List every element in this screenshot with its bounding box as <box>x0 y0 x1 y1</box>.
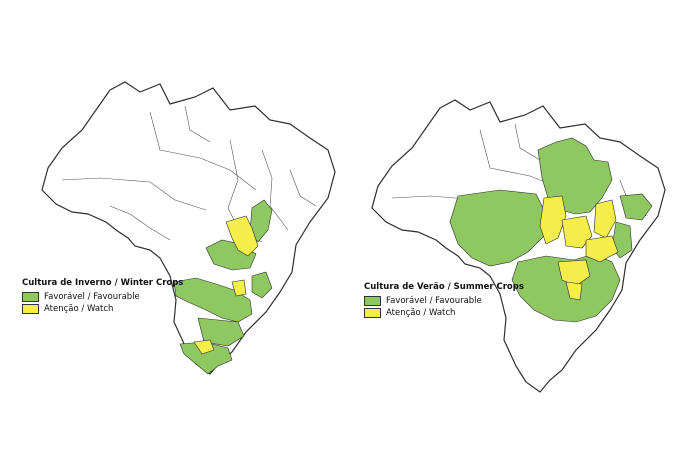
legend-item-watch: Atenção / Watch <box>22 304 183 314</box>
legend-item-favourable: Favorável / Favourable <box>364 296 524 306</box>
legend-label: Atenção / Watch <box>386 308 456 318</box>
brazil-outline <box>41 81 336 375</box>
state-border <box>289 169 317 207</box>
legend-label: Favorável / Favourable <box>44 292 140 302</box>
state-border <box>109 205 171 241</box>
favourable-region <box>197 317 245 347</box>
favourable-swatch <box>22 292 39 302</box>
favourable-region <box>179 341 233 375</box>
watch-regions <box>539 195 619 301</box>
state-border <box>184 105 211 143</box>
favourable-regions <box>173 199 273 375</box>
watch-region <box>593 199 617 239</box>
watch-region <box>565 281 583 301</box>
state-border <box>61 177 207 211</box>
legend-label: Atenção / Watch <box>44 304 114 314</box>
watch-swatch <box>364 308 381 318</box>
summer-crops-map <box>371 99 666 393</box>
watch-region <box>557 259 591 287</box>
winter-crops-legend: Cultura de Inverno / Winter Crops Favorá… <box>22 278 183 314</box>
country-border <box>41 81 336 375</box>
watch-region <box>539 195 567 245</box>
summer-crops-legend: Cultura de Verão / Summer Crops Favoráve… <box>364 282 524 318</box>
state-border <box>514 123 541 161</box>
state-border <box>149 111 257 191</box>
watch-swatch <box>22 304 39 314</box>
favourable-region <box>449 189 547 267</box>
favourable-region <box>251 271 273 299</box>
watch-region <box>193 339 215 355</box>
watch-region <box>585 235 619 263</box>
watch-region <box>225 215 259 257</box>
watch-regions <box>193 215 259 355</box>
legend-item-favourable: Favorável / Favourable <box>22 292 183 302</box>
favourable-region <box>619 193 653 221</box>
watch-region <box>231 279 247 297</box>
legend-label: Favorável / Favourable <box>386 296 482 306</box>
favourable-region <box>173 277 253 323</box>
winter-crops-map-panel: Cultura de Inverno / Winter Crops Favorá… <box>22 81 336 375</box>
summer-crops-map-panel: Cultura de Verão / Summer Crops Favoráve… <box>350 0 700 454</box>
legend-title: Cultura de Verão / Summer Crops <box>364 282 524 292</box>
favourable-region <box>511 253 621 323</box>
winter-crops-map <box>41 81 336 375</box>
legend-item-watch: Atenção / Watch <box>364 308 524 318</box>
legend-title: Cultura de Inverno / Winter Crops <box>22 278 184 288</box>
state-border <box>261 149 289 231</box>
region-borders <box>61 105 317 243</box>
favourable-swatch <box>364 296 381 306</box>
